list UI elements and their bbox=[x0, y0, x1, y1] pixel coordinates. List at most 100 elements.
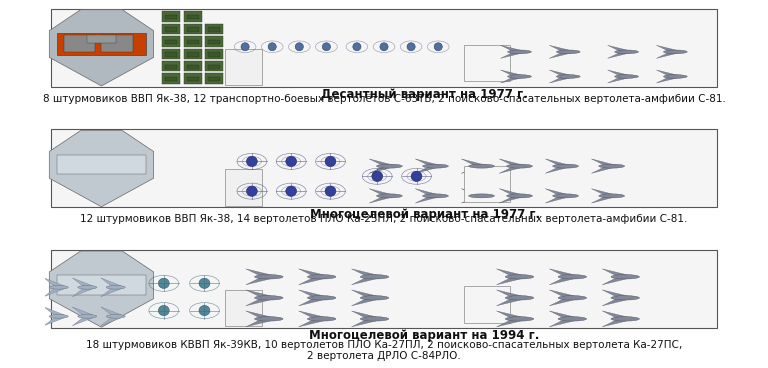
Ellipse shape bbox=[508, 75, 531, 78]
Polygon shape bbox=[602, 269, 629, 277]
Ellipse shape bbox=[558, 317, 587, 321]
Text: 12 штурмовиков ВВП Як-38, 14 вертолетов ПЛО Ка-25ПЛ, 2 поисково-спасательных вер: 12 штурмовиков ВВП Як-38, 14 вертолетов … bbox=[81, 215, 687, 224]
Polygon shape bbox=[72, 307, 93, 316]
Bar bbox=[184, 74, 202, 84]
Bar bbox=[165, 15, 177, 20]
Polygon shape bbox=[545, 159, 569, 166]
Polygon shape bbox=[501, 70, 523, 77]
Bar bbox=[165, 28, 177, 32]
Ellipse shape bbox=[254, 275, 283, 279]
Ellipse shape bbox=[325, 156, 336, 166]
Ellipse shape bbox=[158, 305, 169, 316]
Polygon shape bbox=[657, 77, 679, 83]
Ellipse shape bbox=[505, 317, 534, 321]
Polygon shape bbox=[415, 196, 439, 203]
Bar bbox=[57, 155, 146, 174]
Bar bbox=[184, 24, 202, 34]
Bar bbox=[184, 49, 202, 59]
Polygon shape bbox=[352, 311, 379, 319]
Polygon shape bbox=[101, 307, 121, 316]
Ellipse shape bbox=[557, 50, 580, 54]
Bar bbox=[205, 49, 223, 59]
Bar bbox=[205, 61, 223, 71]
Ellipse shape bbox=[353, 43, 361, 51]
Ellipse shape bbox=[254, 296, 283, 300]
Polygon shape bbox=[545, 196, 569, 203]
Polygon shape bbox=[415, 166, 439, 173]
Ellipse shape bbox=[286, 186, 296, 196]
Polygon shape bbox=[44, 307, 65, 316]
Polygon shape bbox=[415, 189, 439, 196]
Polygon shape bbox=[496, 290, 524, 298]
Bar bbox=[162, 11, 180, 22]
Ellipse shape bbox=[664, 75, 687, 78]
Ellipse shape bbox=[254, 317, 283, 321]
Polygon shape bbox=[549, 290, 577, 298]
Ellipse shape bbox=[611, 317, 640, 321]
Polygon shape bbox=[101, 287, 121, 297]
Ellipse shape bbox=[307, 275, 336, 279]
Polygon shape bbox=[657, 70, 679, 77]
Ellipse shape bbox=[323, 43, 330, 51]
Polygon shape bbox=[607, 52, 630, 59]
Ellipse shape bbox=[295, 43, 303, 51]
Ellipse shape bbox=[614, 50, 638, 54]
Bar bbox=[205, 24, 223, 34]
Polygon shape bbox=[549, 298, 577, 306]
Bar bbox=[464, 45, 510, 81]
Polygon shape bbox=[299, 298, 326, 306]
Ellipse shape bbox=[422, 194, 449, 198]
Ellipse shape bbox=[78, 286, 97, 289]
Bar bbox=[187, 77, 199, 81]
Bar bbox=[87, 35, 116, 43]
Polygon shape bbox=[352, 277, 379, 285]
Ellipse shape bbox=[468, 164, 495, 168]
Ellipse shape bbox=[325, 186, 336, 196]
Polygon shape bbox=[549, 45, 571, 52]
Text: Многоцелевой вариант на 1994 г.: Многоцелевой вариант на 1994 г. bbox=[310, 329, 540, 342]
Ellipse shape bbox=[360, 296, 389, 300]
Ellipse shape bbox=[360, 275, 389, 279]
Polygon shape bbox=[369, 189, 392, 196]
Bar bbox=[187, 52, 199, 57]
Bar bbox=[208, 52, 220, 57]
Bar bbox=[464, 286, 510, 322]
Polygon shape bbox=[72, 316, 93, 326]
Ellipse shape bbox=[78, 315, 97, 318]
Ellipse shape bbox=[505, 296, 534, 300]
Ellipse shape bbox=[611, 296, 640, 300]
Ellipse shape bbox=[558, 296, 587, 300]
Polygon shape bbox=[352, 319, 379, 327]
Bar bbox=[187, 15, 199, 20]
Polygon shape bbox=[657, 45, 679, 52]
Ellipse shape bbox=[664, 50, 687, 54]
Bar bbox=[51, 8, 717, 86]
Polygon shape bbox=[607, 45, 630, 52]
Polygon shape bbox=[462, 189, 485, 196]
Bar bbox=[208, 77, 220, 81]
Bar bbox=[162, 36, 180, 47]
Ellipse shape bbox=[360, 317, 389, 321]
Bar bbox=[64, 35, 95, 52]
Ellipse shape bbox=[434, 43, 442, 51]
Polygon shape bbox=[549, 311, 577, 319]
Text: 18 штурмовиков КВВП Як-39КВ, 10 вертолетов ПЛО Ка-27ПЛ, 2 поисково-спасательных : 18 штурмовиков КВВП Як-39КВ, 10 вертолет… bbox=[86, 340, 682, 361]
Polygon shape bbox=[246, 319, 273, 327]
Bar bbox=[57, 33, 146, 55]
Bar bbox=[101, 35, 133, 52]
Polygon shape bbox=[499, 196, 523, 203]
Ellipse shape bbox=[599, 194, 624, 198]
Ellipse shape bbox=[558, 275, 587, 279]
Ellipse shape bbox=[553, 194, 578, 198]
Polygon shape bbox=[607, 77, 630, 83]
Bar bbox=[184, 11, 202, 22]
Polygon shape bbox=[299, 319, 326, 327]
Polygon shape bbox=[299, 269, 326, 277]
Ellipse shape bbox=[376, 164, 402, 168]
Polygon shape bbox=[501, 52, 523, 59]
Bar bbox=[57, 275, 146, 295]
Text: 8 штурмовиков ВВП Як-38, 12 транспортно-боевых вертолётов С-63ТБ, 2 поисково-спа: 8 штурмовиков ВВП Як-38, 12 транспортно-… bbox=[42, 94, 726, 104]
Ellipse shape bbox=[268, 43, 276, 51]
Bar bbox=[225, 169, 262, 206]
Polygon shape bbox=[44, 278, 65, 287]
